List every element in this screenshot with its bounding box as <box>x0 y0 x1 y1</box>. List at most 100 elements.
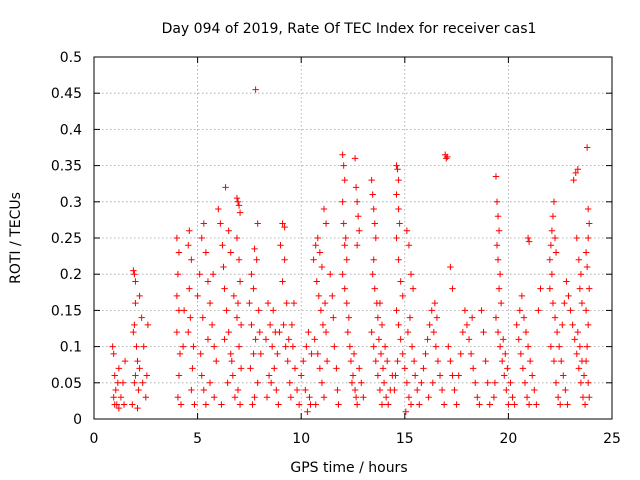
data-point <box>132 278 139 285</box>
data-point <box>518 292 526 300</box>
data-point <box>134 357 141 365</box>
data-point <box>234 198 242 205</box>
data-point <box>276 328 283 336</box>
data-point <box>550 198 558 205</box>
data-point <box>110 394 117 401</box>
data-point <box>234 299 242 307</box>
data-point <box>432 343 440 350</box>
data-point <box>576 285 584 292</box>
data-point <box>575 256 583 263</box>
data-point <box>519 365 527 372</box>
data-point <box>409 285 417 292</box>
data-point <box>327 271 334 278</box>
data-point <box>188 386 195 394</box>
data-point <box>341 176 348 184</box>
data-point <box>353 198 361 205</box>
data-point <box>285 336 292 343</box>
data-point <box>490 394 498 401</box>
data-point <box>200 220 208 227</box>
data-point <box>270 307 277 314</box>
data-point <box>288 321 296 329</box>
y-tick-label: 0.4 <box>60 122 82 138</box>
data-point <box>218 401 225 408</box>
data-point <box>469 365 477 372</box>
data-point <box>374 372 382 379</box>
data-point <box>468 314 476 321</box>
data-point <box>580 372 588 379</box>
data-point <box>438 386 446 394</box>
data-point <box>246 299 253 307</box>
data-point <box>515 336 522 343</box>
data-point <box>557 401 564 408</box>
data-point <box>194 292 201 300</box>
data-point <box>298 372 305 379</box>
data-point <box>570 176 577 184</box>
data-point <box>247 365 254 372</box>
data-point <box>233 194 241 202</box>
data-point <box>252 336 259 343</box>
data-point <box>206 379 214 386</box>
data-point <box>524 343 532 350</box>
y-axis-label: ROTI / TECUs <box>8 192 24 284</box>
data-point <box>115 365 123 372</box>
data-point <box>175 372 183 379</box>
x-tick-label: 15 <box>396 431 414 447</box>
data-point <box>378 321 386 329</box>
data-point <box>493 242 501 249</box>
data-point <box>500 336 507 343</box>
data-point <box>267 379 275 386</box>
data-point <box>478 307 485 314</box>
data-point <box>175 249 183 256</box>
data-point <box>393 307 400 314</box>
data-point <box>279 278 286 285</box>
data-point <box>144 321 152 329</box>
data-point <box>379 365 387 372</box>
y-tick-label: 0.2 <box>60 267 82 283</box>
data-point <box>110 350 117 358</box>
data-point <box>549 299 557 307</box>
data-point <box>447 263 454 271</box>
data-point <box>522 328 530 336</box>
data-point <box>574 328 582 336</box>
data-point <box>237 365 245 372</box>
data-point <box>459 328 467 336</box>
data-point <box>210 394 218 401</box>
data-point <box>498 357 506 365</box>
data-point <box>378 401 386 408</box>
data-point <box>425 394 432 401</box>
data-point <box>198 234 205 242</box>
data-point <box>584 379 592 386</box>
data-point <box>277 242 284 249</box>
data-point <box>433 314 441 321</box>
data-point <box>463 321 471 329</box>
data-point <box>221 285 228 292</box>
data-point <box>399 350 406 358</box>
data-point <box>346 343 354 350</box>
data-point <box>132 372 139 379</box>
data-point <box>546 285 554 292</box>
data-point <box>217 220 224 227</box>
data-point <box>348 379 356 386</box>
data-point <box>202 401 210 408</box>
data-point <box>402 408 410 415</box>
data-point <box>223 307 230 314</box>
data-point <box>524 234 532 242</box>
data-point <box>414 386 421 394</box>
data-point <box>187 314 194 321</box>
y-tick-label: 0.5 <box>60 50 82 66</box>
data-point <box>369 271 376 278</box>
data-point <box>372 357 379 365</box>
data-point <box>394 357 401 365</box>
data-point <box>295 401 303 408</box>
data-point <box>291 365 299 372</box>
data-point <box>436 372 444 379</box>
data-point <box>535 307 542 314</box>
data-point <box>322 220 330 227</box>
data-point <box>185 328 192 336</box>
data-point <box>180 307 188 314</box>
data-point <box>501 372 508 379</box>
data-point <box>209 271 217 278</box>
data-point <box>476 401 483 408</box>
data-point <box>583 144 591 151</box>
data-point <box>204 336 212 343</box>
